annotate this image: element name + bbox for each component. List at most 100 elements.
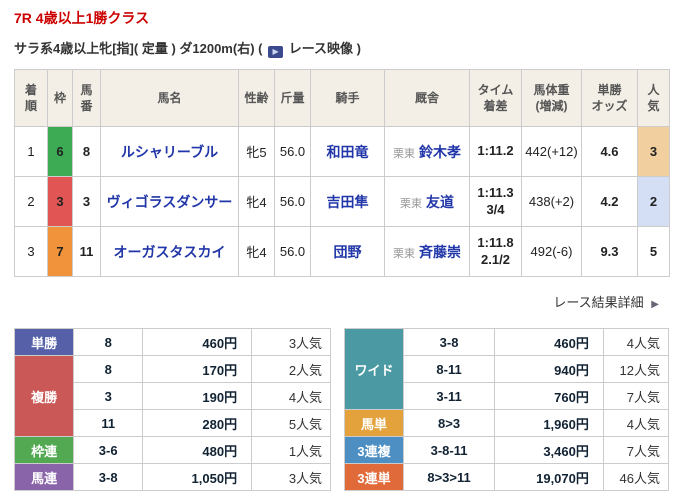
payout-combo: 8 [73, 328, 144, 356]
payout-popularity: 4人気 [602, 328, 670, 356]
popularity: 5 [637, 226, 670, 277]
payout-popularity: 12人気 [602, 355, 670, 383]
col-win-odds: 単勝 オッズ [581, 69, 638, 127]
race-conditions-close: ) [353, 41, 362, 56]
horse-name-link[interactable]: オーガスタスカイ [113, 243, 226, 260]
body-weight: 438(+2) [521, 176, 582, 227]
frame-badge: 6 [47, 126, 73, 177]
race-results-table: 着 順 枠 馬 番 馬名 性齢 斤量 騎手 厩舎 タイム 着差 馬体重 (増減)… [14, 69, 670, 277]
payout-popularity: 7人気 [602, 382, 670, 410]
horse-number: 8 [72, 126, 101, 177]
payout-row: 11 280円 5人気 [15, 409, 332, 437]
col-frame: 枠 [47, 69, 73, 127]
payout-amount: 19,070円 [494, 463, 604, 491]
bet-type-exacta: 馬単 [344, 409, 404, 437]
carried-weight: 56.0 [274, 226, 311, 277]
col-horse-number: 馬 番 [72, 69, 101, 127]
payout-row: 3 190円 4人気 [15, 382, 332, 410]
stable-region: 栗東 [393, 147, 415, 160]
col-weight: 斤量 [274, 69, 311, 127]
payout-combo: 8-11 [402, 355, 496, 383]
body-weight: 492(-6) [521, 226, 582, 277]
payout-amount: 460円 [142, 328, 253, 356]
result-row-3: 3 7 11 オーガスタスカイ 牝4 56.0 団野 栗東 斉藤崇 1:11.8 … [14, 226, 670, 277]
col-horse-name: 馬名 [100, 69, 239, 127]
payout-table-left: 単勝 8 460円 3人気 複勝 8 170円 2人気 3 190円 4人気 [13, 328, 332, 491]
race-video-label: レース映像 [288, 41, 354, 56]
sex-age: 牝5 [238, 126, 275, 177]
time-margin: 1:11.3 3/4 [469, 176, 522, 227]
race-video-link[interactable]: ▶ レース映像 [266, 41, 354, 58]
payout-popularity: 2人気 [251, 355, 332, 383]
trainer-link[interactable]: 友道 [426, 193, 454, 210]
payout-amount: 280円 [142, 409, 253, 437]
bet-type-wide: ワイド [344, 328, 404, 410]
bet-type-place: 複勝 [13, 355, 75, 437]
payout-row: 単勝 8 460円 3人気 [13, 328, 332, 356]
stable-region: 栗東 [393, 247, 415, 260]
jockey-link[interactable]: 吉田隼 [326, 193, 369, 210]
col-sex-age: 性齢 [238, 69, 275, 127]
payout-row: 3連単 8>3>11 19,070円 46人気 [344, 463, 670, 491]
popularity: 3 [637, 126, 670, 177]
horse-name-link[interactable]: ヴィゴラスダンサー [106, 193, 233, 210]
video-play-icon: ▶ [268, 46, 284, 58]
trainer-link[interactable]: 鈴木孝 [419, 143, 461, 160]
payout-popularity: 3人気 [251, 328, 332, 356]
horse-name-link[interactable]: ルシャリーブル [120, 143, 219, 160]
payout-popularity: 4人気 [251, 382, 332, 410]
payout-combo: 3-8 [402, 328, 496, 356]
col-rank: 着 順 [14, 69, 48, 127]
payout-row: 馬単 8>3 1,960円 4人気 [344, 409, 670, 437]
carried-weight: 56.0 [274, 176, 311, 227]
rank-value: 1 [14, 126, 48, 177]
race-conditions: サラ系4歳以上牝[指]( 定量 ) ダ1200m(右) ( ▶ レース映像 ) [14, 38, 669, 58]
rank-value: 2 [14, 176, 48, 227]
payout-amount: 460円 [494, 328, 604, 356]
col-jockey: 騎手 [310, 69, 385, 127]
stable-region: 栗東 [400, 197, 422, 210]
bet-type-trio: 3連複 [344, 436, 404, 464]
frame-badge: 7 [47, 226, 73, 277]
race-result-detail-link[interactable]: レース結果詳細 ▶ [553, 295, 659, 310]
payout-combo: 3-6 [73, 436, 144, 464]
payout-combo: 3 [73, 382, 144, 410]
payout-amount: 1,960円 [494, 409, 604, 437]
payout-amount: 3,460円 [494, 436, 604, 464]
bet-type-win: 単勝 [13, 328, 75, 356]
race-result-detail-label: レース結果詳細 [553, 295, 644, 310]
payout-row: ワイド 3-8 460円 4人気 [344, 328, 670, 410]
payout-combo: 3-8 [73, 463, 144, 491]
payout-combo: 3-11 [402, 382, 496, 410]
chevron-right-icon: ▶ [651, 299, 659, 310]
time-margin: 1:11.2 [469, 126, 522, 177]
payout-row: 馬連 3-8 1,050円 3人気 [13, 463, 332, 491]
payout-popularity: 5人気 [251, 409, 332, 437]
sex-age: 牝4 [238, 176, 275, 227]
trainer-link[interactable]: 斉藤崇 [419, 243, 461, 260]
horse-number: 3 [72, 176, 101, 227]
col-body-weight: 馬体重 (増減) [521, 69, 582, 127]
popularity: 2 [637, 176, 670, 227]
payout-popularity: 46人気 [602, 463, 670, 491]
payout-amount: 170円 [142, 355, 253, 383]
frame-badge: 3 [47, 176, 73, 227]
detail-link-row: レース結果詳細 ▶ [14, 292, 669, 311]
rank-value: 3 [14, 226, 48, 277]
col-popularity: 人 気 [637, 69, 670, 127]
bet-type-bracket-quinella: 枠連 [13, 436, 75, 464]
payout-popularity: 4人気 [602, 409, 670, 437]
payout-amount: 480円 [142, 436, 253, 464]
payout-popularity: 1人気 [251, 436, 332, 464]
win-odds: 4.6 [581, 126, 638, 177]
payout-table-right: ワイド 3-8 460円 4人気 8-11 940円 12人気 3-11 760… [344, 328, 670, 491]
time-margin: 1:11.8 2.1/2 [469, 226, 522, 277]
payout-popularity: 3人気 [251, 463, 332, 491]
jockey-link[interactable]: 和田竜 [326, 143, 369, 160]
jockey-link[interactable]: 団野 [333, 243, 362, 260]
col-stable: 厩舎 [384, 69, 470, 127]
win-odds: 9.3 [581, 226, 638, 277]
page-title: 7R 4歳以上1勝クラス [14, 10, 150, 26]
payout-area: 単勝 8 460円 3人気 複勝 8 170円 2人気 3 190円 4人気 [13, 328, 670, 491]
bet-type-quinella: 馬連 [13, 463, 75, 491]
